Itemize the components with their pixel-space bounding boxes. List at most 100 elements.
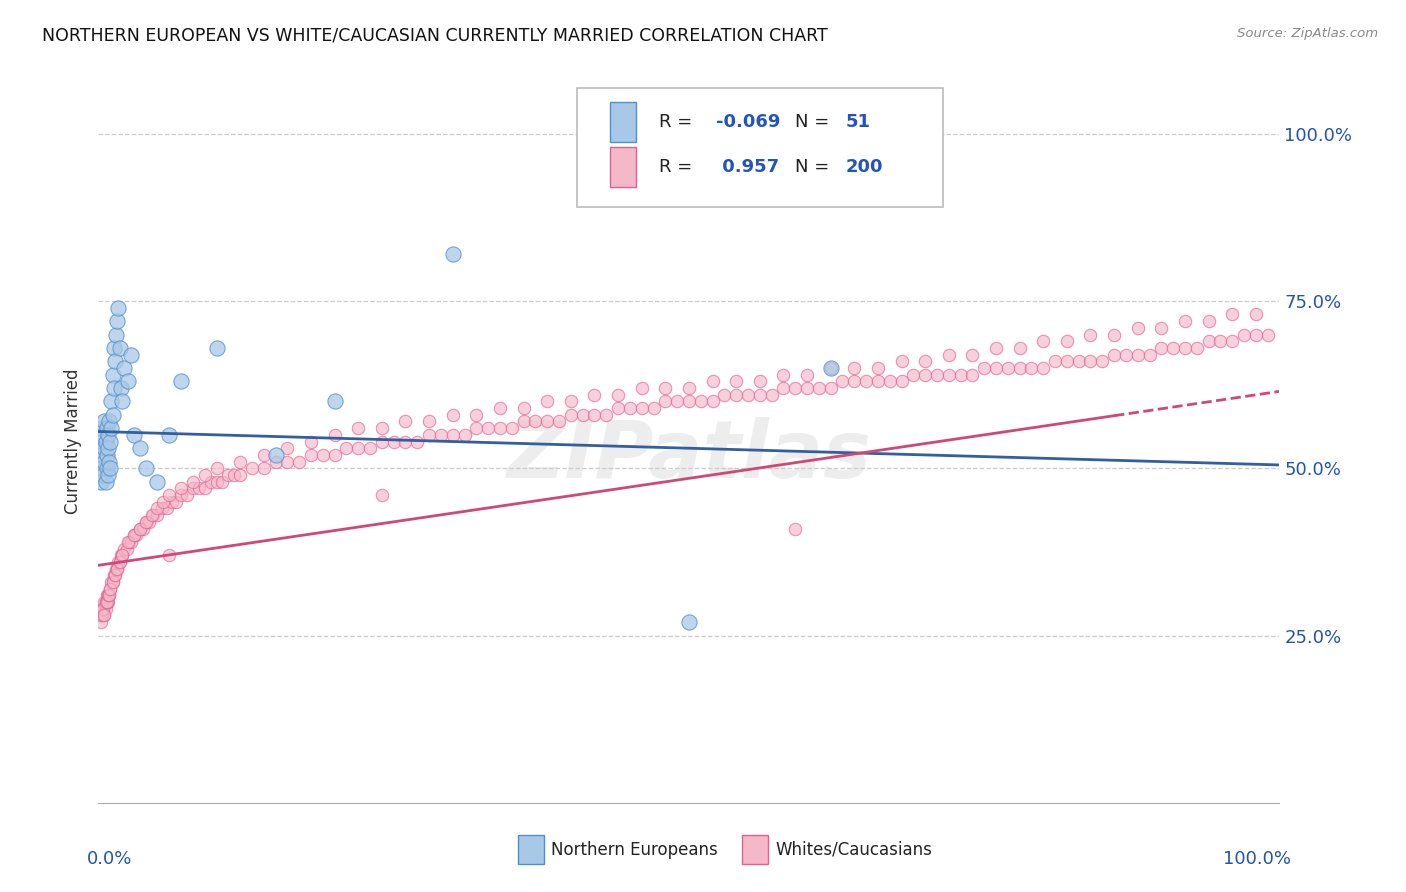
Point [135, 515, 157, 529]
Point [96, 595, 118, 609]
Point [465, 408, 488, 422]
Point [97, 595, 120, 609]
Point [288, 455, 311, 469]
Point [785, 381, 807, 395]
Point [93, 455, 115, 469]
Point [142, 508, 165, 523]
Point [630, 381, 652, 395]
Point [253, 461, 276, 475]
Text: Source: ZipAtlas.com: Source: ZipAtlas.com [1237, 27, 1378, 40]
Point [110, 381, 132, 395]
Point [323, 394, 346, 409]
Point [205, 461, 228, 475]
Point [135, 515, 157, 529]
Point [1209, 334, 1232, 349]
Point [194, 467, 217, 482]
Point [138, 515, 160, 529]
Point [702, 375, 724, 389]
Point [97, 427, 120, 442]
Point [323, 427, 346, 442]
Point [229, 455, 252, 469]
Point [607, 401, 630, 416]
Point [394, 434, 416, 449]
Point [98, 589, 121, 603]
Point [1185, 341, 1208, 355]
Point [1091, 354, 1114, 368]
Point [89, 448, 111, 462]
Point [1150, 321, 1173, 335]
Point [1056, 334, 1078, 349]
Y-axis label: Currently Married: Currently Married [65, 368, 83, 515]
Point [91, 427, 114, 442]
Point [866, 375, 889, 389]
Point [96, 421, 118, 435]
Point [1008, 341, 1031, 355]
Point [98, 414, 121, 429]
Text: Whites/Caucasians: Whites/Caucasians [775, 841, 932, 859]
Point [347, 421, 370, 435]
Text: 51: 51 [846, 113, 872, 131]
Point [666, 394, 689, 409]
Point [406, 434, 429, 449]
Point [157, 427, 180, 442]
Point [122, 528, 145, 542]
Point [229, 467, 252, 482]
Point [111, 548, 134, 563]
Point [104, 568, 127, 582]
Point [796, 381, 818, 395]
Point [91, 602, 114, 616]
Point [104, 354, 127, 368]
Point [94, 434, 117, 449]
Point [103, 341, 125, 355]
Point [1161, 341, 1184, 355]
Point [94, 602, 117, 616]
Point [831, 375, 853, 389]
Point [1174, 314, 1197, 328]
Point [1008, 361, 1031, 376]
Point [170, 488, 193, 502]
Point [96, 461, 118, 475]
Point [100, 394, 122, 409]
Point [489, 421, 512, 435]
Point [91, 467, 114, 482]
Point [240, 461, 263, 475]
Point [1233, 327, 1256, 342]
Point [548, 414, 571, 429]
Point [299, 434, 322, 449]
Point [903, 368, 925, 382]
Point [477, 421, 499, 435]
Point [93, 608, 115, 623]
Point [1102, 327, 1125, 342]
Point [1220, 334, 1243, 349]
Point [187, 482, 209, 496]
Point [97, 467, 120, 482]
Point [962, 348, 984, 362]
Point [200, 475, 222, 489]
Point [512, 414, 534, 429]
Point [1043, 354, 1066, 368]
Point [97, 589, 120, 603]
Point [93, 595, 115, 609]
Point [93, 442, 115, 455]
Point [98, 461, 121, 475]
Point [1174, 341, 1197, 355]
Point [101, 575, 124, 590]
Point [890, 375, 912, 389]
Point [984, 361, 1007, 376]
Point [108, 555, 131, 569]
Point [323, 448, 346, 462]
Point [101, 368, 124, 382]
Point [111, 394, 134, 409]
Point [772, 368, 794, 382]
Point [98, 589, 121, 603]
Point [132, 521, 155, 535]
Point [91, 421, 114, 435]
Point [1102, 348, 1125, 362]
Point [128, 521, 150, 535]
Point [91, 602, 114, 616]
Point [654, 394, 676, 409]
Point [121, 534, 143, 549]
Point [118, 534, 141, 549]
Point [630, 401, 652, 416]
Point [394, 414, 416, 429]
